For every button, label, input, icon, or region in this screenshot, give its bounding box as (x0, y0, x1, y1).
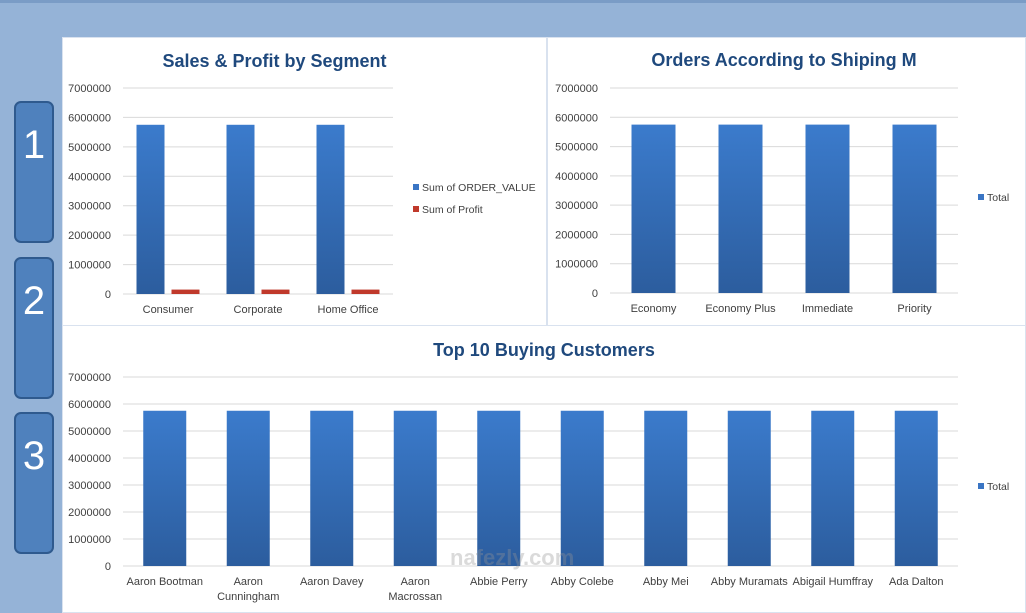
x-tick-label: Cunningham (217, 591, 279, 603)
bar-total (143, 410, 187, 566)
bar-total (310, 410, 354, 566)
chart-title: Top 10 Buying Customers (433, 340, 655, 360)
bar-total (805, 124, 850, 293)
legend-label: Total (987, 481, 1009, 493)
y-tick-label: 1000000 (68, 534, 111, 546)
bar-sum-of-profit (261, 289, 290, 294)
tab-1[interactable]: 1 (14, 101, 54, 243)
x-tick-label: Corporate (234, 304, 283, 316)
chart-shipping[interactable]: Orders According to Shiping M (547, 37, 1026, 326)
bar-sum-of-order-value (316, 124, 345, 295)
bar-total (477, 410, 521, 566)
x-tick-label: Ada Dalton (889, 576, 943, 588)
y-tick-label: 5000000 (555, 142, 598, 154)
x-tick-label: Home Office (318, 304, 379, 316)
x-tick-label: Immediate (802, 303, 853, 315)
legend-label: Sum of Profit (422, 204, 483, 216)
bar-sum-of-profit (351, 289, 380, 294)
y-tick-label: 2000000 (68, 230, 111, 242)
x-tick-label: Economy Plus (705, 303, 776, 315)
bar-total (644, 410, 688, 566)
y-tick-label: 4000000 (68, 171, 111, 183)
bar-total (811, 410, 855, 566)
x-tick-label: Abbie Perry (470, 576, 528, 588)
watermark: nafezly.com (450, 545, 575, 570)
bar-total (226, 410, 270, 566)
chart-title: Sales & Profit by Segment (162, 51, 387, 71)
bar-total (393, 410, 437, 566)
y-tick-label: 6000000 (555, 112, 598, 124)
bar-sum-of-order-value (136, 124, 165, 295)
y-tick-label: 2000000 (555, 229, 598, 241)
x-tick-label: Priority (897, 303, 932, 315)
y-tick-label: 1000000 (68, 260, 111, 272)
bar-sum-of-order-value (226, 124, 255, 295)
y-tick-label: 7000000 (555, 83, 598, 95)
x-tick-label: Economy (631, 303, 677, 315)
bar-sum-of-profit (171, 289, 200, 294)
bar-total (894, 410, 938, 566)
y-tick-label: 3000000 (68, 480, 111, 492)
top-bar (0, 0, 1026, 3)
legend-swatch (978, 194, 984, 200)
x-tick-label: Macrossan (388, 591, 442, 603)
legend-label: Sum of ORDER_VALUE (422, 182, 536, 194)
y-tick-label: 5000000 (68, 142, 111, 154)
legend-swatch (978, 483, 984, 489)
bar-total (631, 124, 676, 293)
chart-top-customers[interactable]: Top 10 Buying Customers (62, 325, 1026, 613)
legend-swatch (413, 206, 419, 212)
legend-label: Total (987, 192, 1009, 204)
x-tick-label: Abby Muramats (711, 576, 789, 588)
y-tick-label: 7000000 (68, 372, 111, 384)
tab-2[interactable]: 2 (14, 257, 54, 399)
tab-3[interactable]: 3 (14, 412, 54, 554)
y-tick-label: 0 (592, 288, 598, 300)
y-tick-label: 6000000 (68, 112, 111, 124)
y-tick-label: 3000000 (555, 200, 598, 212)
x-tick-label: Abigail Humffray (793, 576, 874, 588)
bar-total (560, 410, 604, 566)
x-tick-label: Abby Mei (643, 576, 689, 588)
x-tick-label: Aaron Bootman (127, 576, 203, 588)
y-tick-label: 4000000 (555, 171, 598, 183)
y-tick-label: 6000000 (68, 399, 111, 411)
chart-title: Orders According to Shiping M (651, 50, 917, 70)
bar-total (892, 124, 937, 293)
x-tick-label: Abby Colebe (551, 576, 614, 588)
y-tick-label: 0 (105, 289, 111, 301)
bar-total (718, 124, 763, 293)
bar-total (727, 410, 771, 566)
x-tick-label: Aaron (401, 576, 430, 588)
y-tick-label: 0 (105, 561, 111, 573)
x-tick-label: Consumer (143, 304, 194, 316)
x-tick-label: Aaron Davey (300, 576, 364, 588)
x-tick-label: Aaron (234, 576, 263, 588)
y-tick-label: 5000000 (68, 426, 111, 438)
legend-swatch (413, 184, 419, 190)
y-tick-label: 7000000 (68, 83, 111, 95)
y-tick-label: 2000000 (68, 507, 111, 519)
y-tick-label: 3000000 (68, 201, 111, 213)
y-tick-label: 1000000 (555, 259, 598, 271)
y-tick-label: 4000000 (68, 453, 111, 465)
